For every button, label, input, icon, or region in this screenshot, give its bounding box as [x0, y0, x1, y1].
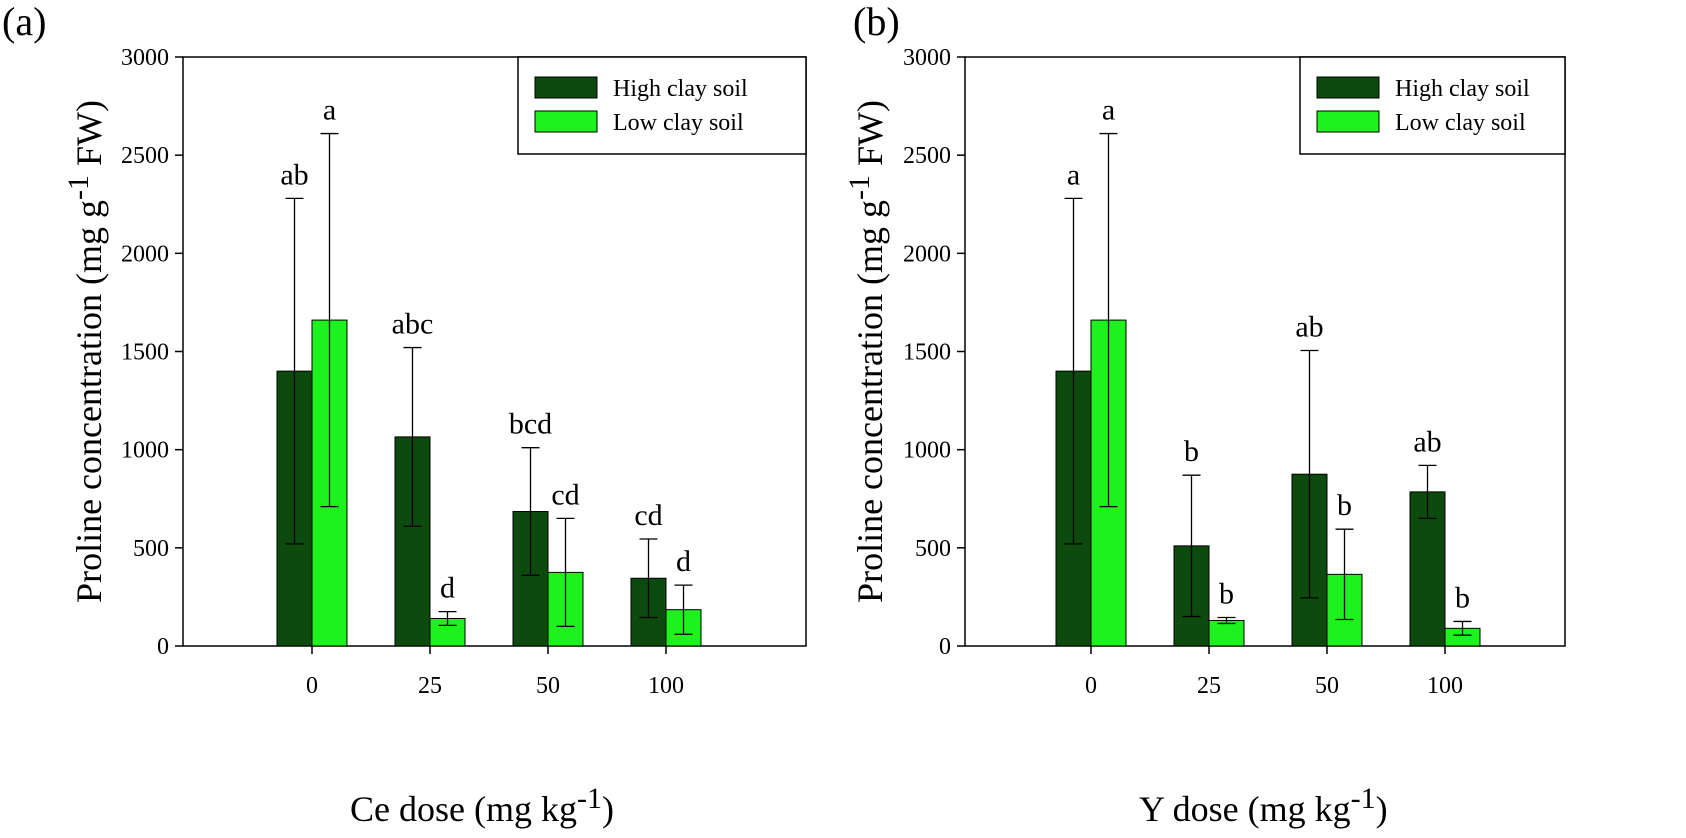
- y-tick-label: 500: [915, 536, 951, 562]
- y-tick-label: 500: [133, 536, 169, 562]
- y-tick-label: 2000: [121, 241, 169, 267]
- bar: [1208, 619, 1245, 647]
- significance-letter: a: [1067, 158, 1080, 191]
- chart-panel-b: (b) Proline concentration (mg g-1 FW) Y …: [842, 0, 1686, 838]
- significance-letter: cd: [551, 478, 579, 511]
- y-tick-label: 1000: [903, 438, 951, 464]
- legend-box: [517, 56, 807, 155]
- legend-swatch: [1316, 76, 1380, 99]
- y-tick-label: 0: [939, 634, 951, 660]
- y-tick-label: 0: [157, 634, 169, 660]
- x-tick-label: 100: [1427, 673, 1463, 699]
- y-tick-label: 3000: [903, 45, 951, 71]
- legend-box: [1299, 56, 1566, 155]
- significance-letter: d: [676, 545, 691, 578]
- y-tick-label: 2000: [903, 241, 951, 267]
- y-tick-label: 1500: [903, 340, 951, 366]
- significance-letter: b: [1184, 435, 1199, 468]
- significance-letter: a: [323, 94, 336, 127]
- legend-entry: Low clay soil: [613, 110, 744, 136]
- panel-label: (b): [853, 0, 900, 44]
- legend-swatch: [1316, 110, 1380, 133]
- x-tick-label: 0: [306, 673, 318, 699]
- y-tick-label: 1000: [121, 438, 169, 464]
- x-axis-label: Y dose (mg kg-1): [1139, 782, 1388, 829]
- y-tick-label: 2500: [903, 143, 951, 169]
- x-tick-label: 0: [1085, 673, 1097, 699]
- significance-letter: b: [1337, 489, 1352, 522]
- significance-letter: ab: [1295, 311, 1323, 344]
- x-tick-label: 25: [418, 673, 442, 699]
- significance-letter: ab: [280, 158, 308, 191]
- legend-swatch: [534, 110, 598, 133]
- x-axis-label: Ce dose (mg kg-1): [350, 782, 614, 829]
- legend-swatch: [534, 76, 598, 99]
- x-tick-label: 25: [1197, 673, 1221, 699]
- significance-letter: ab: [1413, 425, 1441, 458]
- chart-svg: 0 500 1000 1500 2000 2500 3000 0 aba 25 abc d 50 bcd c…: [121, 45, 807, 699]
- panel-label: (a): [2, 0, 47, 44]
- significance-letter: abc: [392, 308, 434, 341]
- significance-letter: bcd: [509, 408, 552, 441]
- y-tick-label: 1500: [121, 340, 169, 366]
- significance-letter: b: [1219, 578, 1234, 611]
- legend-entry: High clay soil: [1395, 76, 1530, 102]
- bar: [1409, 491, 1446, 647]
- chart-panel-a: (a) Proline concentration (mg g-1 FW) Ce…: [2, 0, 807, 829]
- chart-svg: 0 500 1000 1500 2000 2500 3000 0 aa 25 b b 50 ab b 100 a…: [903, 45, 1566, 699]
- x-tick-label: 100: [648, 673, 684, 699]
- legend-entry: High clay soil: [613, 76, 748, 102]
- x-tick-label: 50: [536, 673, 560, 699]
- significance-letter: d: [440, 572, 455, 605]
- x-tick-label: 50: [1315, 673, 1339, 699]
- y-tick-label: 3000: [121, 45, 169, 71]
- y-tick-label: 2500: [121, 143, 169, 169]
- significance-letter: a: [1102, 94, 1115, 127]
- significance-letter: cd: [634, 499, 662, 532]
- legend-entry: Low clay soil: [1395, 110, 1526, 136]
- significance-letter: b: [1455, 581, 1470, 614]
